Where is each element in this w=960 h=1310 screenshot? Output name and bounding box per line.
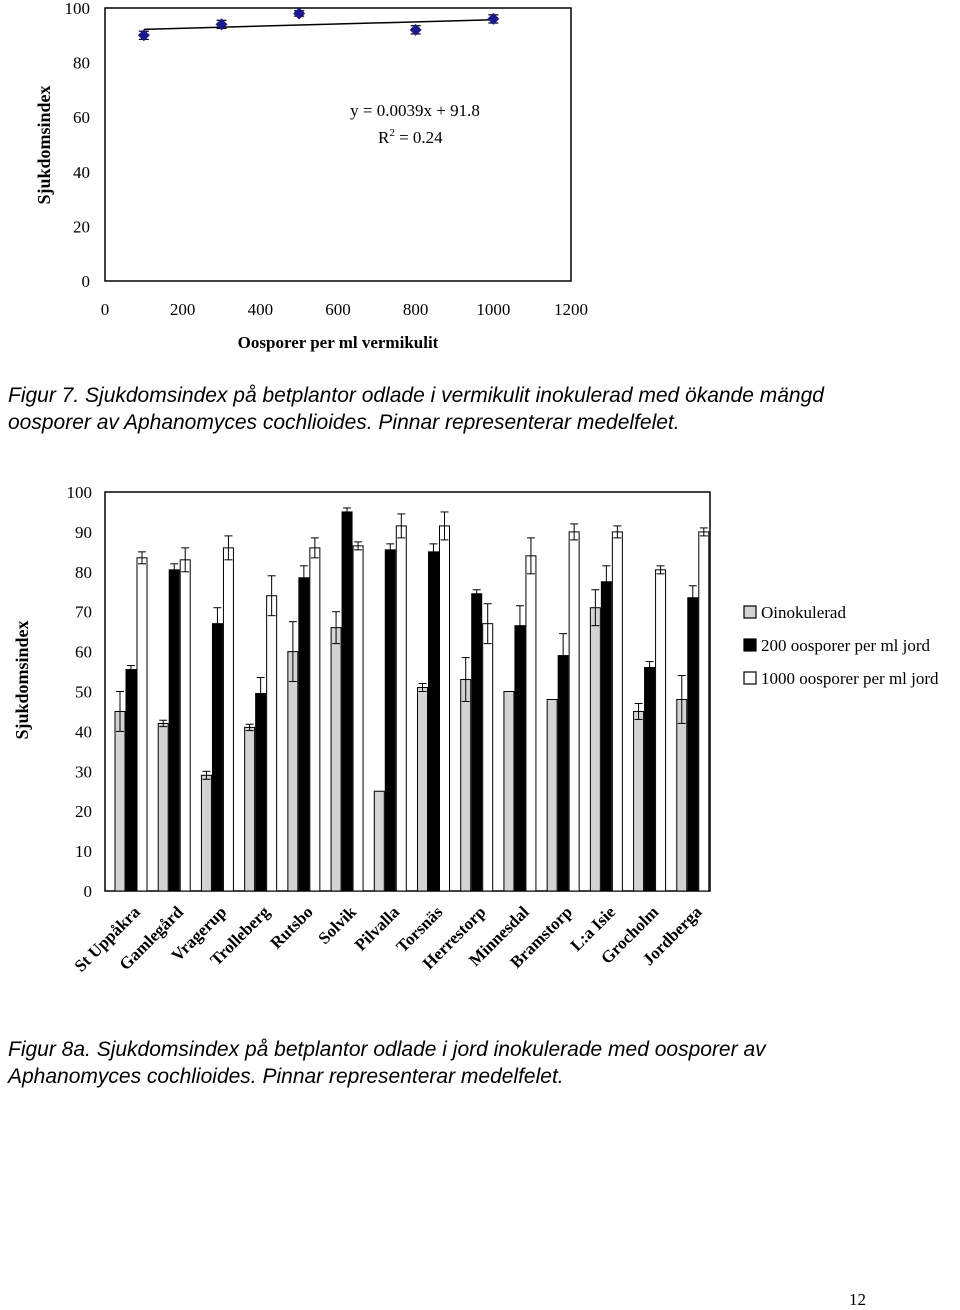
y-tick-label: 60 <box>73 108 90 127</box>
legend-swatch <box>743 605 757 619</box>
bar <box>644 667 656 892</box>
y-tick-label: 70 <box>75 603 92 622</box>
x-tick-label: 0 <box>101 300 110 319</box>
y-tick-label: 20 <box>73 217 90 236</box>
y-tick-label: 10 <box>75 842 92 861</box>
bar <box>352 545 364 892</box>
bar <box>168 569 180 892</box>
legend-label: Oinokulerad <box>761 603 846 622</box>
bar <box>157 722 169 892</box>
bar <box>698 531 710 892</box>
bar <box>244 726 256 892</box>
y-tick-label: 60 <box>75 643 92 662</box>
y-tick-label: 80 <box>75 563 92 582</box>
bar <box>384 549 396 892</box>
y-tick-label: 100 <box>65 0 91 18</box>
bar <box>211 623 223 892</box>
figure7-caption-line1: Figur 7. Sjukdomsindex på betplantor odl… <box>8 384 824 407</box>
bar <box>655 569 667 892</box>
legend-label: 200 oosporer per ml jord <box>761 636 931 655</box>
bar <box>179 559 191 892</box>
bar <box>687 597 699 892</box>
bar <box>114 710 126 892</box>
bar <box>600 581 612 892</box>
data-point <box>137 29 150 42</box>
bar <box>417 687 428 892</box>
bar <box>525 555 537 892</box>
y-tick-label: 80 <box>73 54 90 73</box>
bar <box>439 525 450 892</box>
bar <box>633 710 645 892</box>
legend-swatch <box>743 638 757 652</box>
bar <box>471 593 483 892</box>
bar <box>136 557 148 892</box>
x-tick-label: 600 <box>325 300 351 319</box>
figure8a-plot-frame <box>104 491 711 892</box>
figure7-caption: Figur 7. Sjukdomsindex på betplantor odl… <box>8 382 824 436</box>
figure7-plot-frame <box>104 7 572 282</box>
x-tick-label: 1000 <box>476 300 510 319</box>
bar <box>676 698 688 892</box>
bar <box>200 774 212 892</box>
bar <box>373 790 385 892</box>
bar <box>222 547 234 892</box>
bar <box>298 577 310 892</box>
data-point <box>409 23 422 36</box>
bar <box>557 655 569 892</box>
bar <box>611 531 623 892</box>
bar <box>266 595 278 892</box>
y-tick-label: 0 <box>84 882 93 901</box>
figure7-chart: 0 20 40 60 80 100 0 200 400 600 800 1000 1200 Sjukd… <box>34 0 588 352</box>
r-squared-label: R2 = 0.24 <box>378 127 443 147</box>
figure8a-caption-line1: Figur 8a. Sjukdomsindex på betplantor od… <box>8 1038 766 1061</box>
trendline <box>143 18 494 31</box>
bar <box>428 551 439 892</box>
figure7-caption-line2: oosporer av Aphanomyces cochlioides. Pin… <box>8 411 680 434</box>
page-number: 12 <box>849 1290 866 1309</box>
legend-swatch <box>743 671 757 685</box>
bar <box>482 623 494 892</box>
bar <box>309 547 321 892</box>
x-tick-label: 800 <box>403 300 429 319</box>
bar <box>395 525 407 892</box>
bar <box>503 691 515 892</box>
figure7-x-axis-label: Oosporer per ml vermikulit <box>238 333 439 352</box>
figure8a-caption-line2: Aphanomyces cochlioides. Pinnar represen… <box>8 1065 564 1088</box>
bar <box>330 627 342 892</box>
data-point <box>215 18 228 31</box>
x-tick-label: 1200 <box>554 300 588 319</box>
y-tick-label: 90 <box>75 523 92 542</box>
bar <box>125 669 137 892</box>
y-tick-label: 20 <box>75 802 92 821</box>
figure7-y-axis-label: Sjukdomsindex <box>34 85 54 204</box>
regression-equation: y = 0.0039x + 91.8 <box>350 101 480 120</box>
data-point <box>293 7 306 20</box>
x-tick-label: 400 <box>248 300 274 319</box>
y-tick-label: 50 <box>75 683 92 702</box>
bar <box>341 511 353 892</box>
bar <box>460 679 472 892</box>
bar <box>589 607 601 892</box>
bar <box>255 692 267 892</box>
legend-label: 1000 oosporer per ml jord <box>761 669 939 688</box>
y-tick-label: 100 <box>67 483 93 502</box>
y-tick-label: 40 <box>73 163 90 182</box>
y-tick-label: 0 <box>82 272 91 291</box>
bar <box>287 651 299 892</box>
bar <box>568 531 580 892</box>
category-label: Rutsbo <box>267 902 317 952</box>
bar <box>546 698 558 892</box>
y-tick-label: 40 <box>75 722 92 741</box>
x-tick-label: 200 <box>170 300 196 319</box>
figure8a-y-axis-label: Sjukdomsindex <box>12 620 32 739</box>
bar <box>514 625 526 892</box>
figure8a-caption: Figur 8a. Sjukdomsindex på betplantor od… <box>8 1036 766 1090</box>
y-tick-label: 30 <box>75 762 92 781</box>
data-point <box>487 12 500 25</box>
